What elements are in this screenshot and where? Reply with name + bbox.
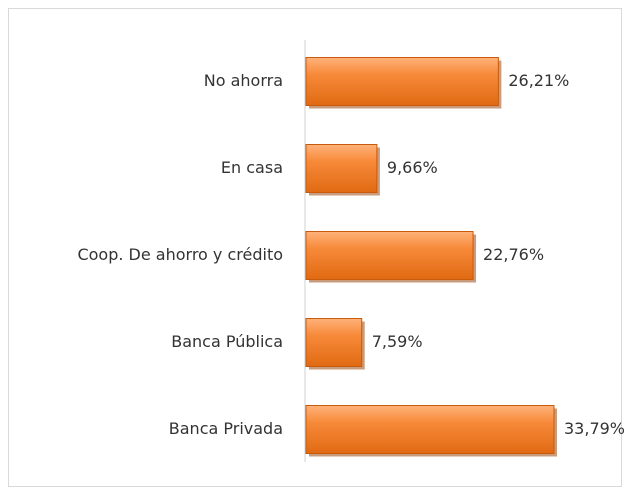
data-label: 26,21% [508, 71, 569, 90]
bar [305, 144, 378, 193]
bar [305, 231, 474, 280]
bar [305, 318, 363, 367]
category-label: Banca Pública [171, 332, 283, 351]
bar [305, 57, 499, 106]
data-label: 9,66% [387, 158, 438, 177]
category-label: En casa [221, 158, 283, 177]
category-label: Banca Privada [169, 419, 283, 438]
bar [305, 405, 555, 454]
data-label: 7,59% [372, 332, 423, 351]
data-label: 33,79% [564, 419, 625, 438]
data-label: 22,76% [483, 245, 544, 264]
category-label: Coop. De ahorro y crédito [77, 245, 283, 264]
category-label: No ahorra [204, 71, 283, 90]
